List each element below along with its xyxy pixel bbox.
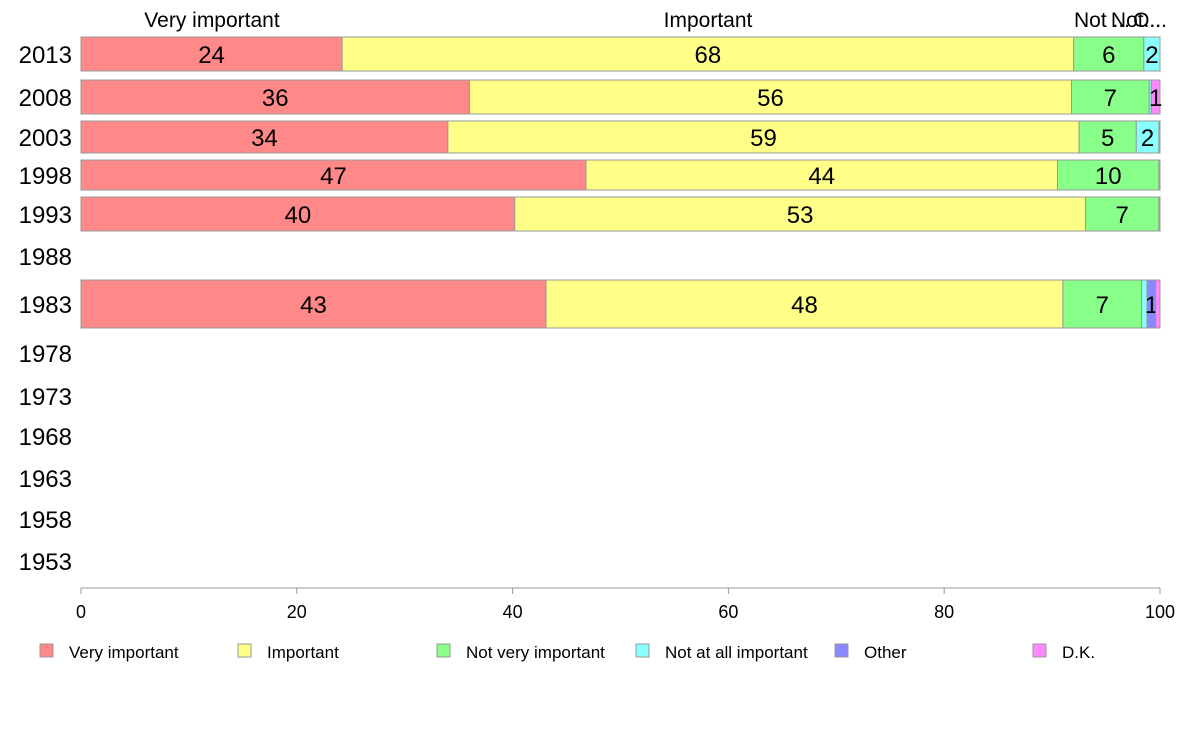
bar-value-label: 34 <box>251 125 278 152</box>
bar-value-label: 40 <box>285 202 312 229</box>
bar-value-label: 5 <box>1101 125 1114 152</box>
bar-value-label: 7 <box>1096 292 1109 319</box>
year-label: 1968 <box>19 424 72 451</box>
year-label: 1988 <box>19 244 72 271</box>
bar-segment <box>1156 280 1160 328</box>
legend-swatch <box>636 644 649 657</box>
legend-swatch <box>1033 644 1046 657</box>
year-label: 1978 <box>19 341 72 368</box>
year-label: 1993 <box>19 202 72 229</box>
x-tick-label: 100 <box>1145 602 1175 622</box>
bar-value-label: 36 <box>262 85 289 112</box>
chart-container: Very important Important Not ... Not... O...… <box>0 0 1188 736</box>
bar-value-label: 53 <box>787 202 814 229</box>
legend-label: Other <box>864 643 907 662</box>
legend-swatch <box>238 644 251 657</box>
bar-value-label: 59 <box>750 125 777 152</box>
year-label: 2003 <box>19 125 72 152</box>
bar-value-label: 2 <box>1145 42 1158 69</box>
bar-value-label: 47 <box>320 163 347 190</box>
year-label: 1998 <box>19 163 72 190</box>
bar-value-label: 56 <box>757 85 784 112</box>
bar-value-label: 24 <box>198 42 225 69</box>
year-label: 1963 <box>19 466 72 493</box>
bar-value-label: 6 <box>1102 42 1115 69</box>
bar-segment <box>1159 160 1160 190</box>
year-label: 1983 <box>19 292 72 319</box>
legend-label: Very important <box>69 643 179 662</box>
year-label: 2013 <box>19 42 72 69</box>
bar-value-label: 7 <box>1104 85 1117 112</box>
top-category-label: Important <box>664 9 753 32</box>
legend-swatch <box>835 644 848 657</box>
x-tick-label: 0 <box>76 602 86 622</box>
bar-value-label: 44 <box>808 163 835 190</box>
legend-label: Not very important <box>466 643 605 662</box>
bar-segment <box>1159 121 1160 153</box>
bar-value-label: 2 <box>1141 125 1154 152</box>
year-label: 1953 <box>19 549 72 576</box>
bar-value-label: 43 <box>300 292 327 319</box>
year-label: 1973 <box>19 384 72 411</box>
bar-value-label: 1 <box>1149 85 1162 112</box>
legend-label: Not at all important <box>665 643 808 662</box>
stacked-bar-chart: Very important Important Not ...Not...O...… <box>0 0 1188 736</box>
bar-value-label: 48 <box>791 292 818 319</box>
bar-value-label: 68 <box>695 42 722 69</box>
top-category-label: Very important <box>144 9 280 32</box>
legend-label: Important <box>267 643 339 662</box>
year-label: 2008 <box>19 85 72 112</box>
x-tick-label: 20 <box>287 602 307 622</box>
x-tick-label: 40 <box>503 602 523 622</box>
legend-label: D.K. <box>1062 643 1095 662</box>
x-tick-label: 60 <box>718 602 738 622</box>
bar-value-label: 7 <box>1116 202 1129 229</box>
year-label: 1958 <box>19 507 72 534</box>
top-category-label: O... <box>1133 9 1167 32</box>
legend-swatch <box>437 644 450 657</box>
legend-swatch <box>40 644 53 657</box>
x-tick-label: 80 <box>934 602 954 622</box>
bar-segment <box>1159 197 1160 231</box>
bar-value-label: 10 <box>1095 163 1122 190</box>
